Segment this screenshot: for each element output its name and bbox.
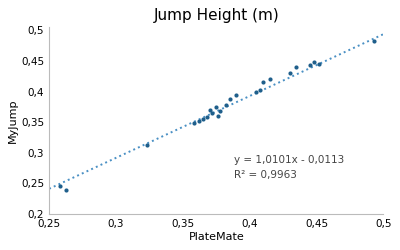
Point [206, 108, 213, 112]
Point [233, 93, 240, 97]
Point [307, 63, 313, 67]
Point [214, 114, 221, 118]
Point [293, 65, 300, 69]
Point [56, 184, 63, 188]
X-axis label: PlateMate: PlateMate [188, 232, 244, 242]
Title: Jump Height (m): Jump Height (m) [153, 8, 279, 23]
Point [257, 88, 264, 92]
Point [266, 77, 273, 81]
Point [209, 111, 216, 115]
Point [253, 90, 260, 94]
Point [316, 62, 322, 66]
Point [226, 97, 233, 101]
Point [217, 109, 224, 113]
Point [204, 115, 210, 119]
Y-axis label: MyJump: MyJump [8, 98, 18, 143]
Point [260, 80, 266, 84]
Text: y = 1,0101x - 0,0113
R² = 0,9963: y = 1,0101x - 0,0113 R² = 0,9963 [234, 155, 344, 180]
Point [144, 144, 150, 148]
Point [287, 71, 293, 75]
Point [311, 60, 317, 64]
Point [371, 39, 377, 43]
Point [63, 188, 70, 192]
Point [190, 122, 197, 126]
Point [222, 103, 229, 107]
Point [200, 117, 206, 121]
Point [196, 119, 202, 123]
Point [213, 105, 220, 109]
